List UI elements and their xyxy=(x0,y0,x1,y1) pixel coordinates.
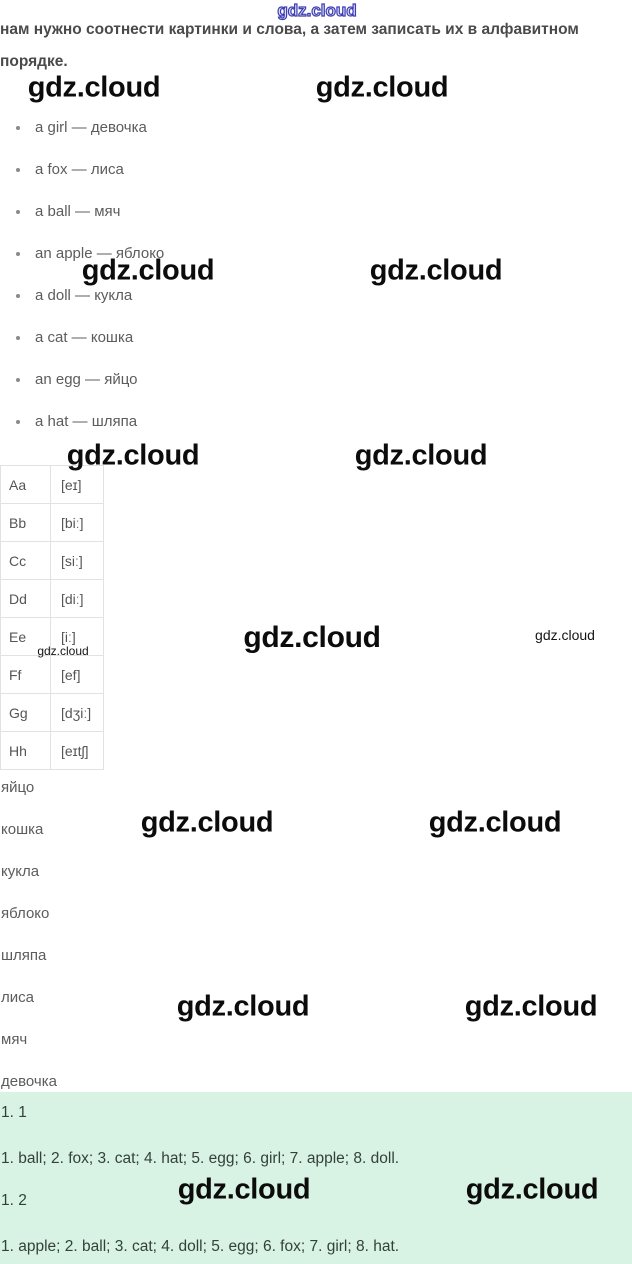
list-item: a fox — лиса xyxy=(0,155,164,197)
answer-section: 1. 1 1. ball; 2. fox; 3. cat; 4. hat; 5.… xyxy=(0,1092,632,1264)
russian-word: яйцо xyxy=(1,779,35,796)
watermark-gdz-cloud: gdz.cloud xyxy=(81,254,215,287)
russian-words-list: яйцо кошка кукла яблоко шляпа лиса мяч д… xyxy=(1,773,57,1109)
table-row: Ff [ef] xyxy=(0,655,104,694)
list-item: a hat — шляпа xyxy=(0,407,164,449)
table-row: Ee [iː] xyxy=(0,617,104,656)
table-row: Dd [diː] xyxy=(0,579,104,618)
watermark-gdz-cloud: gdz.cloud xyxy=(354,439,488,472)
russian-word: девочка xyxy=(1,1073,57,1090)
task-description-line2: порядке. xyxy=(0,53,68,70)
task-description: нам нужно соотнести картинки и слова, а … xyxy=(0,14,632,78)
watermark-gdz-cloud-small: gdz.cloud xyxy=(535,627,595,643)
table-row: Aa [eɪ] xyxy=(0,465,104,504)
word-pair: a girl — девочка xyxy=(35,119,147,136)
word-pair: a doll — кукла xyxy=(35,287,133,304)
letter-cell: Bb xyxy=(0,503,51,542)
transcription-cell: [iː] xyxy=(50,617,104,656)
bullet-icon xyxy=(16,210,20,214)
watermark-gdz-cloud: gdz.cloud xyxy=(428,806,562,839)
transcription-cell: [dʒiː] xyxy=(50,693,104,732)
russian-word: лиса xyxy=(1,989,34,1006)
russian-word: кукла xyxy=(1,863,40,880)
watermark-gdz-cloud: gdz.cloud xyxy=(66,439,200,472)
list-item: an apple — яблоко xyxy=(0,239,164,281)
bullet-icon xyxy=(16,168,20,172)
word-pairs-list: a girl — девочка a fox — лиса a ball — м… xyxy=(0,113,164,449)
transcription-cell: [eɪtʃ] xyxy=(50,731,104,770)
bullet-icon xyxy=(16,294,20,298)
watermark-gdz-cloud: gdz.cloud xyxy=(177,1173,311,1206)
bullet-icon xyxy=(16,252,20,256)
list-item: a doll — кукла xyxy=(0,281,164,323)
watermark-gdz-cloud: gdz.cloud xyxy=(464,990,598,1023)
watermark-gdz-cloud: gdz.cloud xyxy=(243,621,381,654)
word-pair: a ball — мяч xyxy=(35,203,121,220)
table-row: Gg [dʒiː] xyxy=(0,693,104,732)
list-item: an egg — яйцо xyxy=(0,365,164,407)
letter-cell: Gg xyxy=(0,693,51,732)
watermark-gdz-cloud: gdz.cloud xyxy=(465,1173,599,1206)
bullet-icon xyxy=(16,336,20,340)
letter-cell: Hh xyxy=(0,731,51,770)
list-item: a ball — мяч xyxy=(0,197,164,239)
table-row: Cc [siː] xyxy=(0,541,104,580)
watermark-gdz-cloud: gdz.cloud xyxy=(27,71,161,104)
list-item: a cat — кошка xyxy=(0,323,164,365)
answer-label-1: 1. 1 xyxy=(1,1104,27,1121)
watermark-gdz-cloud-small: gdz.cloud xyxy=(37,644,89,658)
letter-cell: Cc xyxy=(0,541,51,580)
bullet-icon xyxy=(16,126,20,130)
watermark-gdz-cloud: gdz.cloud xyxy=(176,990,310,1023)
word-pair: a cat — кошка xyxy=(35,329,134,346)
transcription-cell: [siː] xyxy=(50,541,104,580)
transcription-cell: [ef] xyxy=(50,655,104,694)
word-pair: an apple — яблоко xyxy=(35,245,165,262)
watermark-gdz-cloud: gdz.cloud xyxy=(369,254,503,287)
task-description-line1: нам нужно соотнести картинки и слова, а … xyxy=(0,21,579,38)
watermark-gdz-cloud: gdz.cloud xyxy=(315,71,449,104)
answer-text-2: 1. apple; 2. ball; 3. cat; 4. doll; 5. e… xyxy=(1,1238,400,1255)
answer-label-2: 1. 2 xyxy=(1,1192,27,1209)
alphabet-transcription-table: Aa [eɪ] Bb [biː] Cc [siː] Dd [diː] Ee [i… xyxy=(0,465,104,770)
letter-cell: Ff xyxy=(0,655,51,694)
word-pair: an egg — яйцо xyxy=(35,371,138,388)
list-item: a girl — девочка xyxy=(0,113,164,155)
russian-word: мяч xyxy=(1,1031,28,1048)
word-pair: a hat — шляпа xyxy=(35,413,138,430)
letter-cell: Ee xyxy=(0,617,51,656)
letter-cell: Aa xyxy=(0,465,51,504)
table-row: Bb [biː] xyxy=(0,503,104,542)
russian-word: шляпа xyxy=(1,947,47,964)
russian-word: кошка xyxy=(1,821,44,838)
table-row: Hh [eɪtʃ] xyxy=(0,731,104,770)
answer-text-1: 1. ball; 2. fox; 3. cat; 4. hat; 5. egg;… xyxy=(1,1150,400,1167)
transcription-cell: [diː] xyxy=(50,579,104,618)
transcription-cell: [biː] xyxy=(50,503,104,542)
bullet-icon xyxy=(16,378,20,382)
bullet-icon xyxy=(16,420,20,424)
watermark-gdz-cloud: gdz.cloud xyxy=(140,806,274,839)
watermark-gdz-cloud-outline: gdz.cloud xyxy=(277,0,358,20)
letter-cell: Dd xyxy=(0,579,51,618)
russian-word: яблоко xyxy=(1,905,50,922)
word-pair: a fox — лиса xyxy=(35,161,124,178)
